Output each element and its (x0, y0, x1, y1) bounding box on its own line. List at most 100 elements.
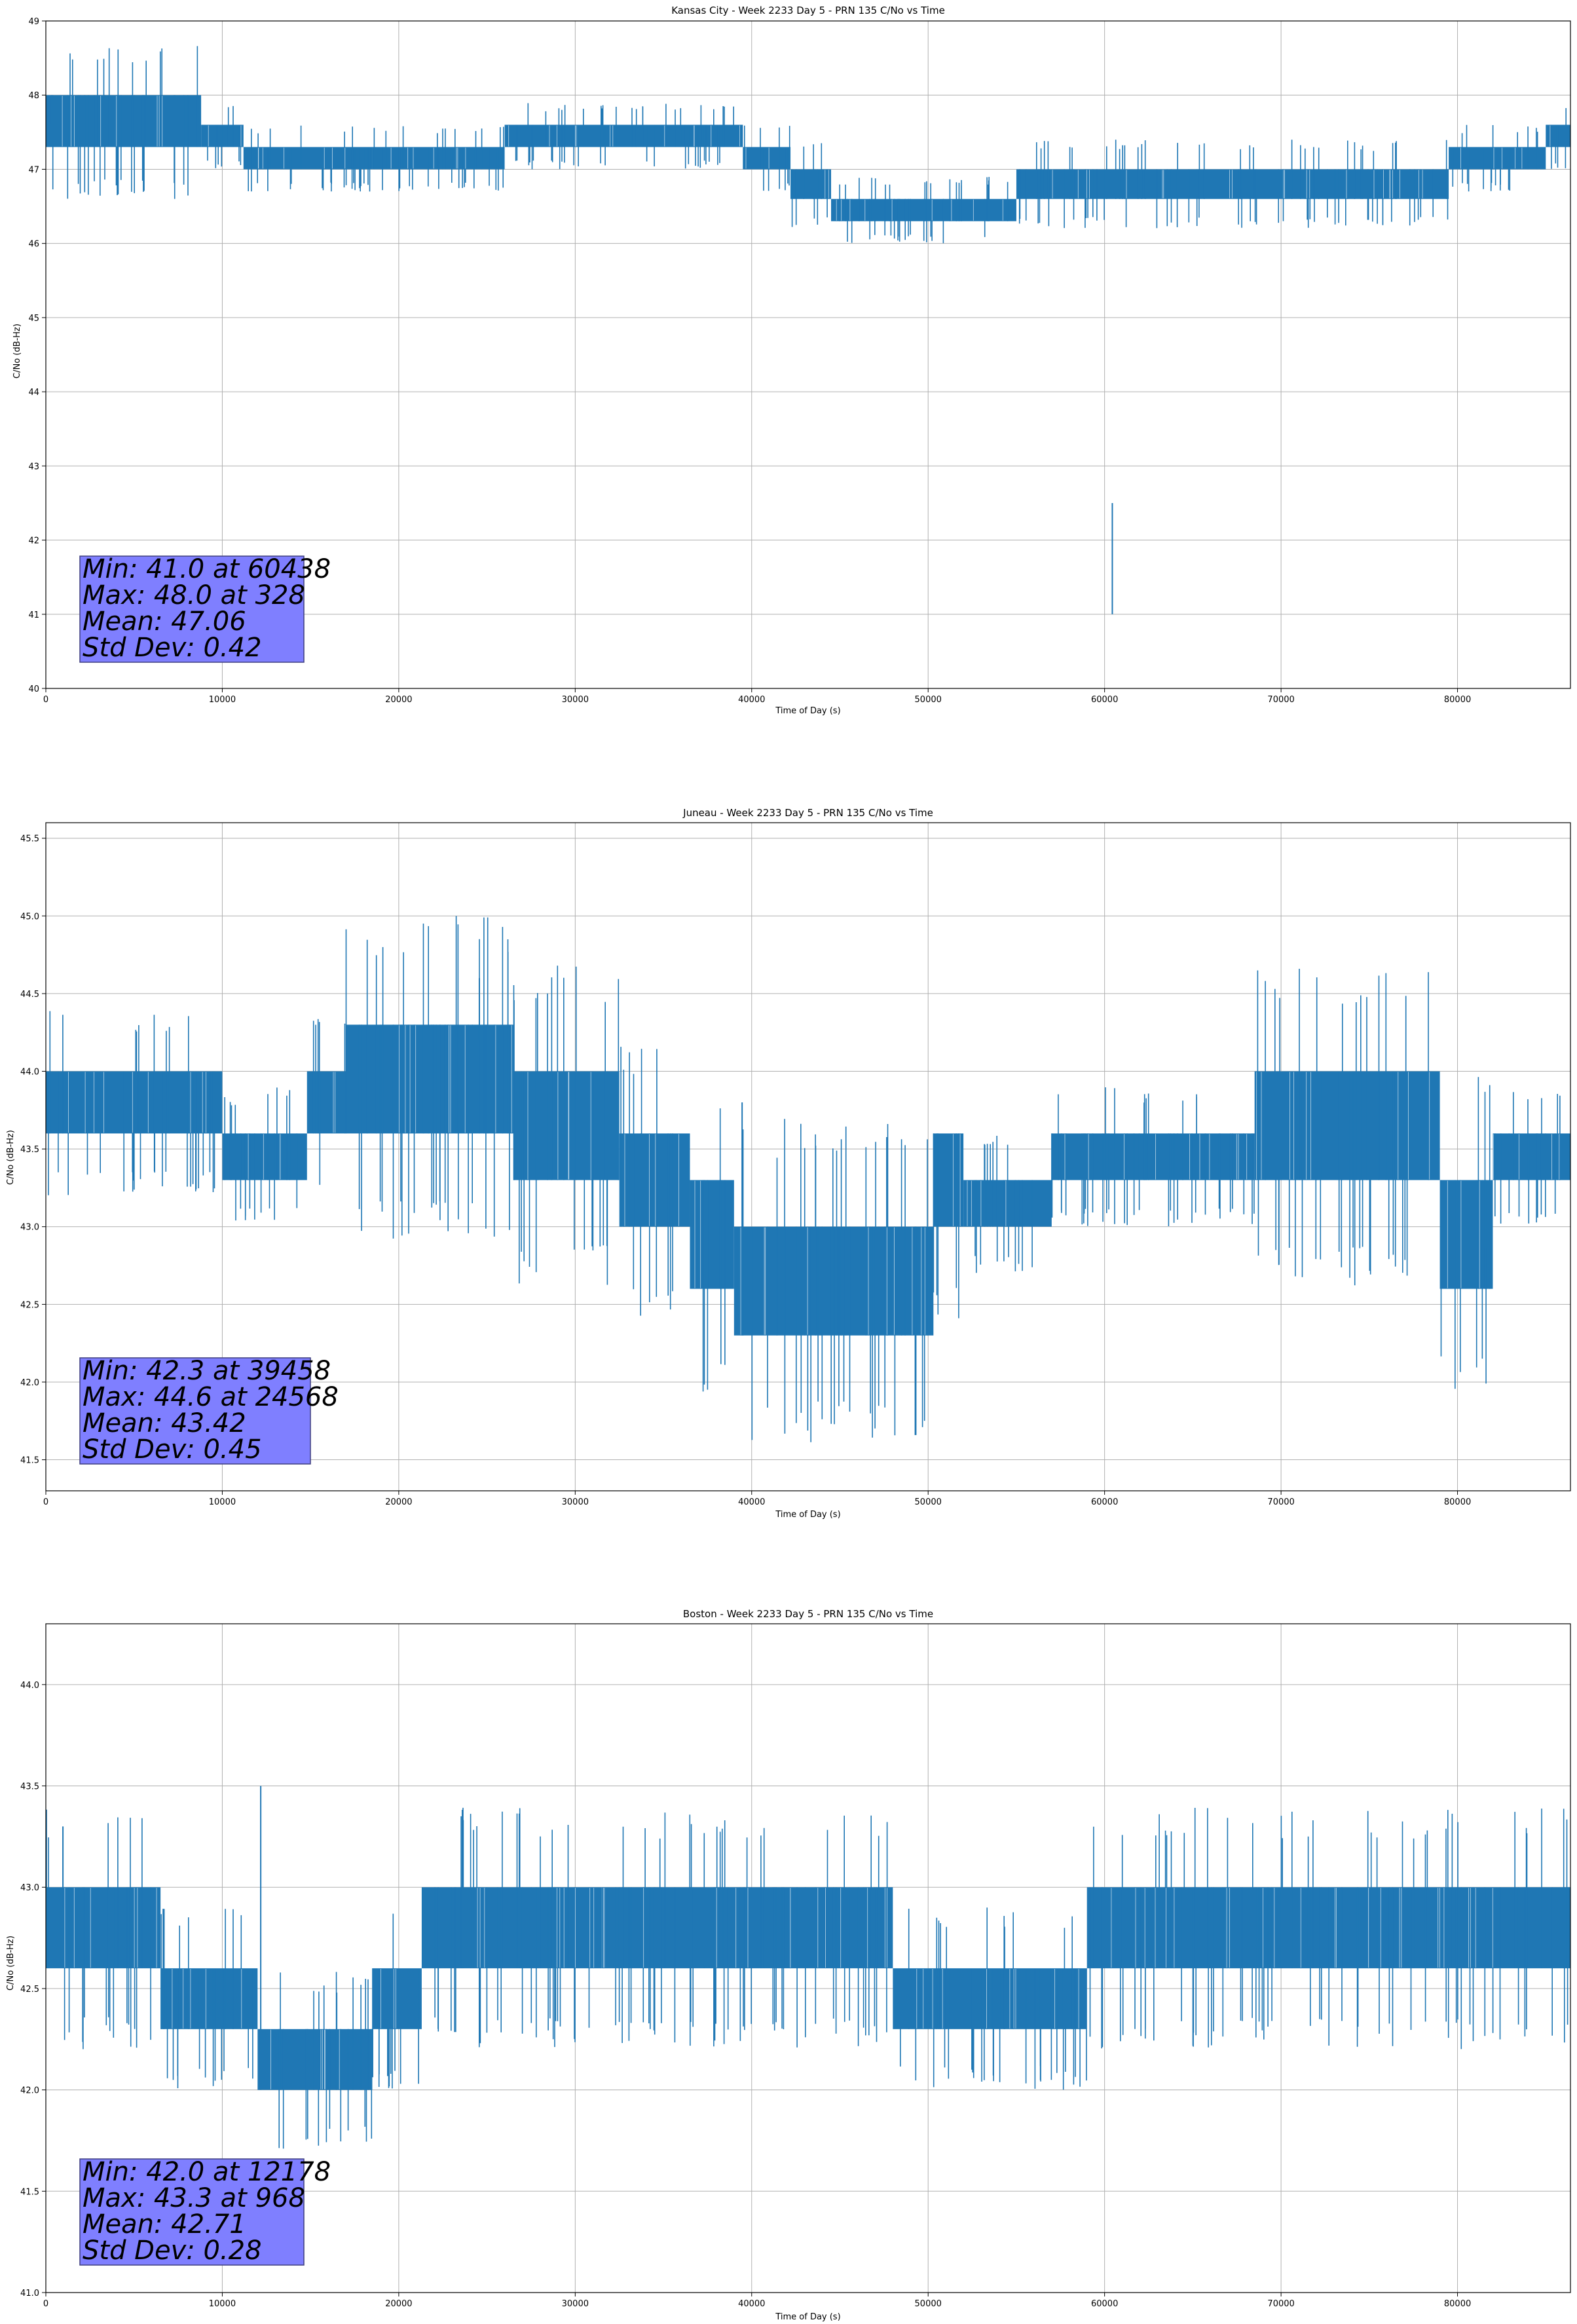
y-tick-label: 46 (28, 240, 39, 250)
x-tick-label: 60000 (1091, 2299, 1118, 2309)
series-gap (916, 1969, 987, 2029)
stats-std-dev: Std Dev: 0.42 (83, 633, 262, 663)
series-trace (839, 177, 1009, 244)
series-gap (380, 1969, 396, 2029)
series-gap (694, 1180, 701, 1288)
x-tick-label: 20000 (385, 1497, 412, 1507)
series-band (893, 1968, 990, 2029)
y-tick-label: 45.0 (20, 912, 39, 922)
y-axis-label: C/No (dB-Hz) (6, 1130, 16, 1185)
x-tick-label: 70000 (1267, 2299, 1294, 2309)
series-gap (836, 199, 1003, 221)
axes-frame (45, 20, 1571, 689)
stats-box-background (79, 2158, 305, 2266)
series-gap (68, 1072, 206, 1133)
x-axis-label: Time of Day (s) (775, 1510, 840, 1520)
stats-std-dev: Std Dev: 0.45 (83, 1434, 262, 1465)
x-tick-label: 40000 (738, 1497, 765, 1507)
series-trace (1257, 969, 1429, 1286)
x-tick-label: 70000 (1267, 695, 1294, 705)
series-gap (603, 1888, 887, 1968)
series-band (346, 1024, 514, 1134)
x-tick-label: 20000 (385, 695, 412, 705)
series-gap (477, 1888, 485, 1968)
x-tick-label: 40000 (738, 2299, 765, 2309)
stats-min: Min: 42.3 at 39458 (83, 1356, 331, 1386)
series-trace (497, 1808, 590, 2048)
y-axis-label: C/No (dB-Hz) (12, 324, 22, 379)
series-gap (1460, 147, 1523, 169)
series-trace (207, 105, 242, 168)
y-tick-label: 41.5 (20, 2187, 39, 2197)
series-band (243, 147, 373, 170)
x-tick-label: 30000 (562, 2299, 589, 2309)
axes-frame (45, 1623, 1571, 2293)
x-tick-label: 70000 (1267, 1497, 1294, 1507)
series-band (1254, 1071, 1440, 1180)
x-tick-label: 50000 (915, 695, 942, 705)
stats-max: Max: 43.3 at 968 (83, 2183, 305, 2213)
series-band (46, 95, 202, 147)
series-band (504, 124, 743, 147)
series-band (1493, 1133, 1570, 1180)
x-tick-label: 40000 (738, 695, 765, 705)
axes-frame (45, 822, 1571, 1491)
chart-title: Juneau - Week 2233 Day 5 - PRN 135 C/No … (682, 807, 933, 819)
series-trace (312, 1019, 346, 1185)
series-gap (333, 1072, 336, 1133)
series-band (513, 1071, 620, 1180)
series-trace (1551, 108, 1567, 169)
y-tick-label: 40 (28, 684, 39, 694)
series-gap (172, 1969, 242, 2029)
series-trace (1440, 1077, 1491, 1389)
x-tick-label: 80000 (1444, 695, 1471, 705)
series-band (1449, 147, 1546, 170)
y-tick-label: 48 (28, 91, 39, 101)
series-trace (933, 1133, 959, 1319)
y-tick-label: 43.0 (20, 1223, 39, 1233)
series-gap (825, 170, 829, 198)
stats-box: Min: 42.0 at 12178 Max: 43.3 at 968 Mean… (79, 2157, 331, 2266)
series-trace (974, 1136, 1033, 1273)
series-gap (1009, 1969, 1079, 2029)
y-tick-label: 42 (28, 536, 39, 546)
stats-box: Min: 41.0 at 60438 Max: 48.0 at 328 Mean… (79, 554, 331, 663)
series-trace (1494, 1092, 1561, 1224)
series-gap (270, 2029, 340, 2090)
series-gap (1064, 1134, 1248, 1180)
series-band (372, 1968, 422, 2029)
y-tick-label: 42.5 (20, 1300, 39, 1310)
y-tick-label: 43.5 (20, 1145, 39, 1155)
y-tick-label: 42.0 (20, 2086, 39, 2096)
y-tick-label: 44 (28, 388, 39, 398)
series-gap (508, 125, 740, 147)
series-trace (372, 1913, 419, 2089)
stats-mean: Mean: 47.06 (83, 607, 246, 637)
plot-area: 0 10000 20000 30000 40000 50000 60000 70000 8000… (20, 822, 1571, 1507)
series-gap (967, 1180, 1007, 1226)
x-tick-label: 80000 (1444, 2299, 1471, 2309)
stats-min: Min: 41.0 at 60438 (83, 554, 331, 584)
stats-max: Max: 48.0 at 328 (83, 580, 305, 610)
y-tick-label: 43.0 (20, 1883, 39, 1893)
x-tick-label: 10000 (209, 695, 236, 705)
series-band (733, 1226, 934, 1336)
series-gap (1256, 1072, 1430, 1180)
series-gap (399, 1025, 512, 1133)
series-trace (46, 1809, 151, 2050)
x-tick-label: 30000 (562, 1497, 589, 1507)
series-gap (527, 1072, 591, 1180)
x-tick-label: 80000 (1444, 1497, 1471, 1507)
stats-box: Min: 42.3 at 39458 Max: 44.6 at 24568 Me… (79, 1356, 339, 1465)
series-gap (740, 1227, 925, 1335)
stats-mean: Mean: 43.42 (83, 1408, 246, 1438)
series-trace (1240, 1810, 1369, 2047)
series-trace (278, 1972, 373, 2149)
y-tick-label: 42.0 (20, 1378, 39, 1388)
series-trace (1370, 1809, 1568, 2050)
y-tick-label: 45 (28, 314, 39, 324)
series-gap (557, 1888, 595, 1968)
series-trace (52, 46, 198, 199)
x-tick-label: 10000 (209, 1497, 236, 1507)
